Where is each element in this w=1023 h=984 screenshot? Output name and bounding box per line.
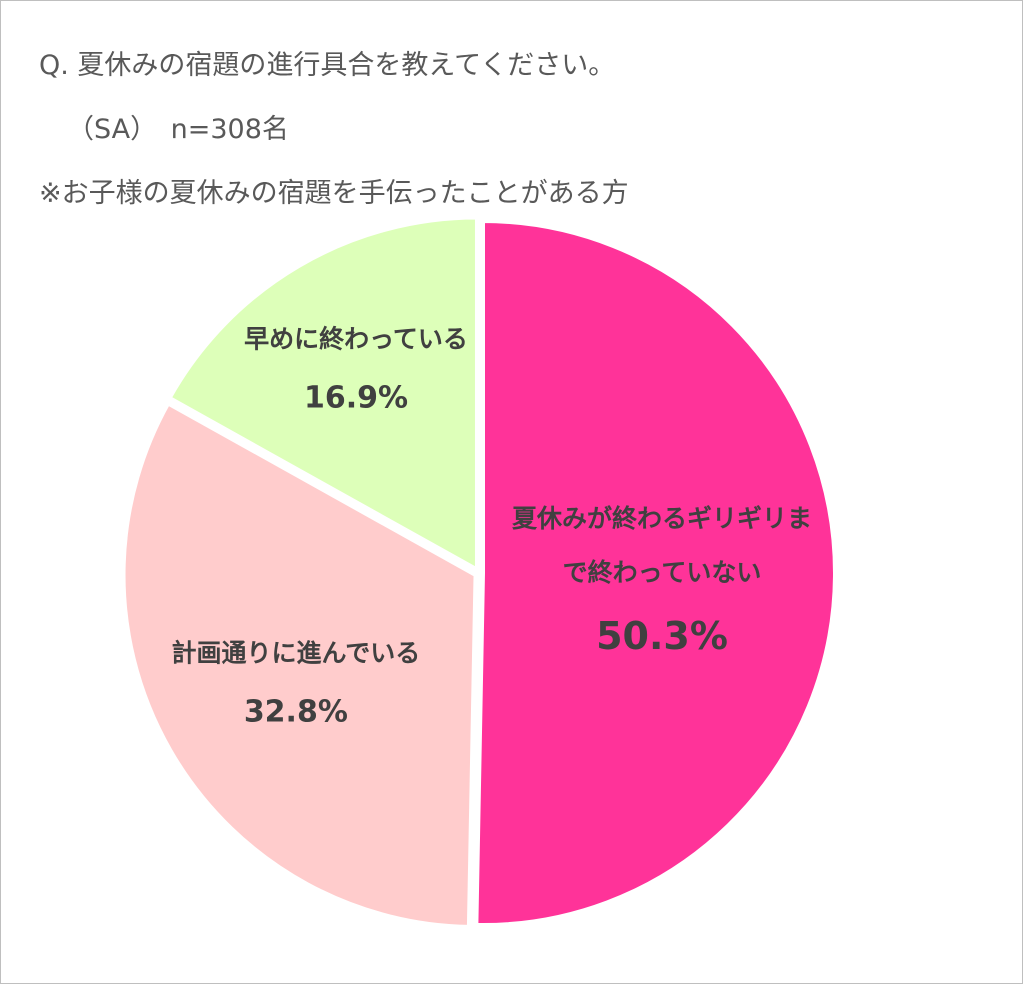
chart-subtitle: （SA） n=308名 — [67, 114, 289, 145]
chart-note: ※お子様の夏休みの宿題を手伝ったことがある方 — [39, 178, 629, 209]
value-label: 16.9% — [303, 380, 409, 416]
pie-slice — [474, 219, 838, 927]
value-label: 32.8% — [243, 694, 348, 730]
value-label: 50.3% — [596, 613, 728, 658]
slice-label: 夏休みが終わるギリギリまで終わっていない 50.3% — [512, 492, 812, 658]
category-label: 早めに終わっている — [244, 324, 468, 354]
category-label: 夏休みが終わるギリギリまで終わっていない — [512, 503, 813, 587]
category-label: 計画通りに進んでいる — [171, 638, 421, 668]
pie-slice — [121, 400, 478, 929]
slice-label: 計画通りに進んでいる 32.8% — [146, 627, 446, 730]
pie-slice — [166, 215, 479, 573]
slice-label: 早めに終わっている 16.9% — [206, 312, 506, 415]
chart-title: Q. 夏休みの宿題の進行具合を教えてください。 — [39, 50, 616, 81]
